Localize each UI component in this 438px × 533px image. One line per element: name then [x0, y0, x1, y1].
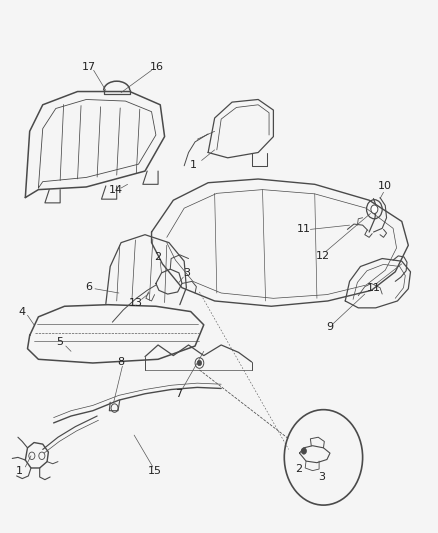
Circle shape — [301, 448, 307, 454]
Text: 3: 3 — [318, 472, 325, 482]
Text: 11: 11 — [367, 282, 381, 293]
Text: 2: 2 — [155, 252, 162, 262]
Text: 1: 1 — [16, 466, 23, 475]
Text: 5: 5 — [57, 337, 64, 348]
Text: 7: 7 — [175, 389, 183, 399]
Text: 11: 11 — [297, 224, 311, 235]
Circle shape — [371, 205, 378, 214]
Text: 4: 4 — [19, 306, 26, 317]
Text: 12: 12 — [315, 251, 330, 261]
Text: 14: 14 — [108, 184, 123, 195]
Text: 13: 13 — [128, 297, 142, 308]
Circle shape — [284, 410, 363, 505]
Text: 15: 15 — [148, 466, 162, 475]
Text: 10: 10 — [378, 181, 392, 191]
Text: 6: 6 — [85, 281, 92, 292]
Text: 8: 8 — [117, 357, 125, 367]
Text: 2: 2 — [295, 464, 302, 474]
Text: 17: 17 — [81, 62, 95, 72]
Text: 9: 9 — [326, 322, 334, 333]
Text: 16: 16 — [150, 62, 164, 72]
Text: 1: 1 — [189, 160, 196, 169]
Text: 3: 3 — [183, 268, 190, 278]
Circle shape — [197, 360, 201, 366]
